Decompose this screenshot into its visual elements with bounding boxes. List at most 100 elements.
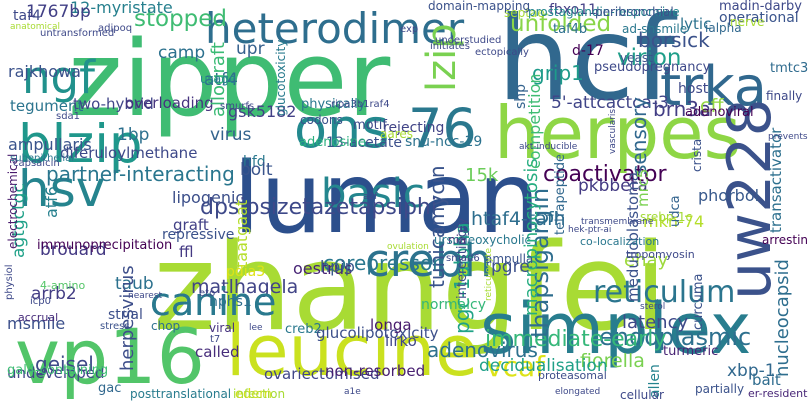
cloud-word: 1767bp <box>26 2 91 23</box>
cloud-word: accrual <box>18 311 59 325</box>
cloud-word: posttranslational <box>130 387 232 402</box>
cloud-word: matlhagela <box>191 275 299 298</box>
cloud-word: lirko <box>385 332 417 350</box>
cloud-word: lytic <box>680 15 712 33</box>
cloud-word: ampullaris <box>8 135 92 155</box>
cloud-word: subepithelial <box>10 153 75 164</box>
cloud-word: vascularis <box>607 108 618 154</box>
cloud-word: atf6 <box>42 186 62 218</box>
cloud-word: simplex <box>480 288 752 370</box>
cloud-word: proteasomal <box>538 369 607 383</box>
cloud-word: elongated <box>555 386 601 397</box>
cloud-word: canine <box>150 279 277 324</box>
cloud-word: endoplasmic <box>599 322 752 351</box>
cloud-word: capsaicin <box>13 158 60 169</box>
cloud-word: aares <box>380 127 414 142</box>
cloud-word: stress <box>100 321 130 332</box>
cloud-word: lzip <box>419 23 465 92</box>
cloud-word: ons <box>294 96 390 160</box>
cloud-word: transactivator <box>767 127 785 233</box>
cloud-word: bolt <box>240 160 273 181</box>
cloud-word: snu-ncc-19 <box>405 133 483 150</box>
cloud-word: nucleocapsid <box>771 259 793 377</box>
cloud-word: camp <box>158 43 206 64</box>
cloud-word: ngf <box>22 51 95 104</box>
cloud-word: brouard <box>40 240 107 261</box>
cloud-word: gsk5182 <box>228 102 297 122</box>
cloud-word: fiorella <box>580 349 645 372</box>
cloud-word: virus <box>210 125 252 146</box>
cloud-word: virion <box>617 44 682 71</box>
cloud-word: two-hybrid <box>73 95 154 113</box>
cloud-word: overloading <box>125 94 214 112</box>
cloud-word: crebh <box>365 234 493 287</box>
cloud-word: arrestin <box>762 233 808 248</box>
cloud-word: ialpha <box>705 21 742 36</box>
cloud-word: basic <box>321 171 425 217</box>
cloud-word: taub <box>115 274 154 295</box>
cloud-word: pdia3 <box>226 263 266 280</box>
cloud-word: 4-amino <box>40 279 86 293</box>
cloud-word: adipoq <box>98 23 133 34</box>
cloud-word: canine <box>150 279 277 324</box>
cloud-word: fbxo11 <box>549 1 598 18</box>
cloud-word: septae <box>504 6 545 21</box>
cloud-word: mkn-74 <box>643 212 705 232</box>
cloud-word: finally <box>766 89 803 104</box>
cloud-word: hpip <box>320 257 355 277</box>
cloud-word: 12-myristate <box>70 0 173 17</box>
cloud-word: er-resident <box>748 387 808 401</box>
cloud-word: pseudopregnancy <box>594 59 711 75</box>
cloud-word: infection <box>233 387 286 402</box>
cloud-word: oestrus <box>293 259 353 279</box>
cloud-word: tropomyosin <box>626 248 695 262</box>
cloud-word: competition <box>525 73 545 169</box>
cloud-word: tegument <box>10 97 84 115</box>
cloud-word: xbp-1 <box>727 361 776 382</box>
cloud-word: decidualisation <box>479 356 608 377</box>
cloud-word: upr <box>236 39 265 60</box>
cloud-word: codons <box>300 113 343 128</box>
cloud-word: grip1 <box>532 61 584 85</box>
cloud-word: lipogenic <box>172 188 245 208</box>
cloud-word: ad-shsmile <box>622 22 688 37</box>
cloud-word: tmtc3 <box>770 60 808 76</box>
cloud-word: ovariectomised <box>264 365 380 383</box>
cloud-word: ripa3b1raf4 <box>331 99 390 110</box>
cloud-word: host <box>678 80 709 97</box>
cloud-word: operational <box>719 9 799 26</box>
cloud-word: usage <box>200 72 237 87</box>
cloud-word: vcaf <box>486 349 545 383</box>
cloud-word: physically <box>301 96 366 112</box>
cloud-word: srebp-1c <box>640 210 693 225</box>
cloud-word: gal4-containing <box>7 362 109 378</box>
cloud-word: pkbbeta <box>578 176 648 197</box>
cloud-word: msmile <box>7 314 66 334</box>
cloud-word: exp <box>400 24 419 35</box>
cloud-word: edem <box>235 386 272 402</box>
cloud-word: curcuma <box>690 273 706 330</box>
cloud-word: prostaglandin-responsive <box>528 5 680 20</box>
cloud-word: diferuloylmethane <box>60 144 198 162</box>
cloud-word: partner-interacting <box>46 162 235 186</box>
cloud-word: domain-mapping <box>428 0 531 13</box>
cloud-word: rajkhowa <box>8 62 81 82</box>
cloud-word: smurfs <box>220 101 255 112</box>
cloud-word: hcf <box>497 0 676 128</box>
cloud-word: t7 <box>210 334 221 345</box>
cloud-word: borsick <box>638 28 710 52</box>
cloud-word: smad6 <box>446 253 480 264</box>
cloud-word: ehay <box>624 249 669 271</box>
cloud-word: adenovirus <box>427 338 538 362</box>
cloud-word: blzip <box>18 113 143 175</box>
cloud-word: htaf4-tafh <box>471 207 566 230</box>
cloud-word: co-localization <box>580 235 660 249</box>
cloud-word: taatgaat <box>232 199 252 268</box>
cloud-word: adenoviral <box>685 104 754 120</box>
cloud-word: unfolded <box>510 10 612 37</box>
cloud-word: motif <box>353 117 387 133</box>
cloud-word: initiates <box>430 41 471 52</box>
cloud-word: sterol <box>640 301 666 312</box>
cloud-word: rejecting <box>383 119 445 136</box>
cloud-word: ectopically <box>475 47 529 58</box>
